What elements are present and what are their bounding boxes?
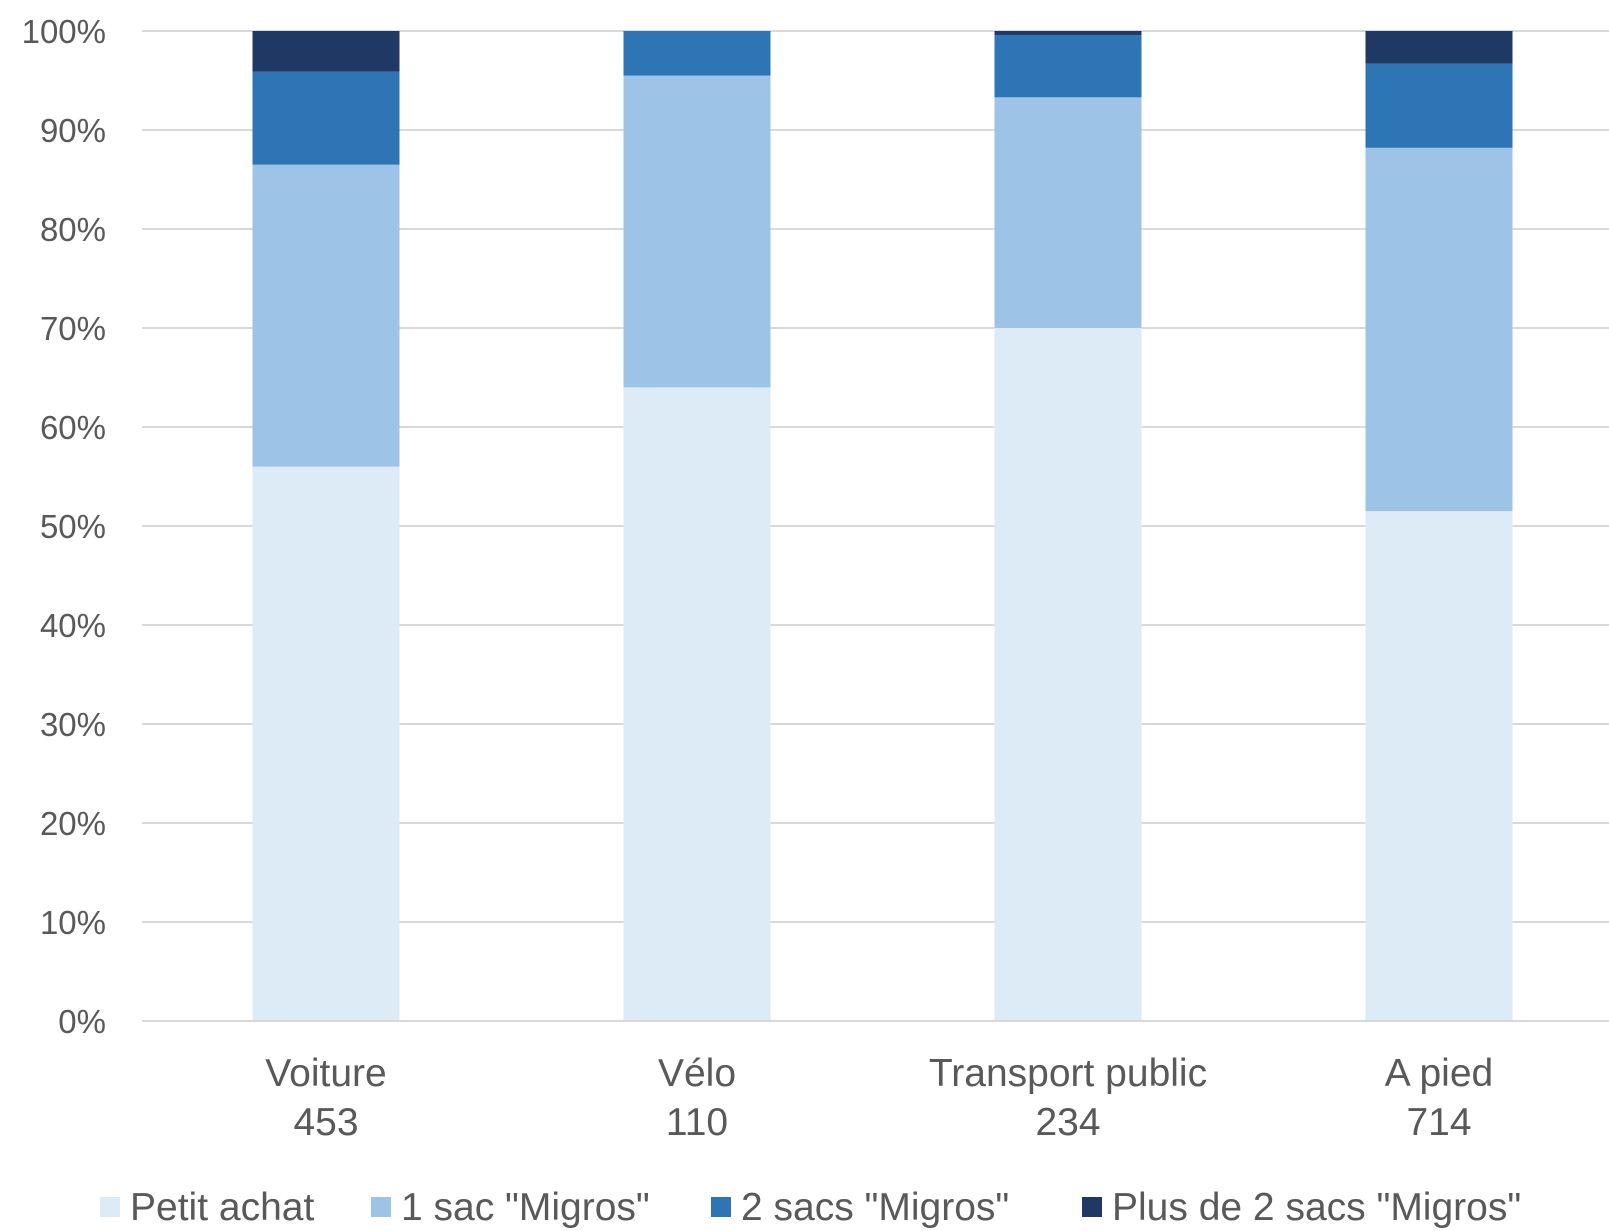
y-axis-tick-labels: 0% 10% 20% 30% 40% 50% 60% 70% 80% 90% 100% [22,13,106,1040]
y-tick-label: 60% [40,409,106,446]
legend-swatch [100,1197,120,1217]
legend-swatch [371,1197,391,1217]
legend-swatch [711,1197,731,1217]
bar-segment-v-lo-2-sacs-migros [623,31,771,76]
legend-swatch [1082,1197,1102,1217]
y-tick-label: 70% [40,310,106,347]
bar-segment-v-lo-1-sac-migros [623,75,771,388]
bar-segment-transport-public-plus-de-2-sacs-migros [994,31,1142,35]
bar-stack-a-pied [1365,31,1513,1021]
bar-segment-transport-public-petit-achat [994,328,1142,1021]
y-tick-label: 40% [40,607,106,644]
bar-stack-voiture [252,31,400,1022]
y-tick-label: 80% [40,211,106,248]
bar-segment-v-lo-petit-achat [623,387,771,1021]
x-category-label: Voiture [265,1052,386,1095]
x-category-label: A pied [1385,1052,1493,1095]
legend-label: 1 sac "Migros" [401,1186,650,1229]
bar-segment-a-pied-plus-de-2-sacs-migros [1365,31,1513,64]
x-category-count: 110 [666,1101,728,1144]
legend-item-plus-de-2-sacs-migros: Plus de 2 sacs "Migros" [1082,1186,1521,1229]
bar-segment-voiture-1-sac-migros [252,164,400,467]
legend-label: 2 sacs "Migros" [741,1186,1009,1229]
x-axis-category-labels: Voiture 453 Vélo 110 Transport public 234 A pi… [265,1052,1493,1144]
y-tick-label: 90% [40,112,106,149]
bar-stack-transport-public [994,31,1142,1021]
x-category-label: Vélo [658,1052,736,1095]
bar-segment-transport-public-2-sacs-migros [994,34,1142,98]
bar-segment-voiture-petit-achat [252,466,400,1022]
y-tick-label: 0% [58,1003,106,1040]
x-category-count: 714 [1406,1101,1471,1144]
y-tick-label: 100% [22,13,106,50]
legend-item-petit-achat: Petit achat [100,1186,314,1229]
y-tick-label: 30% [40,706,106,743]
x-category-count: 234 [1035,1101,1100,1144]
bar-segment-a-pied-petit-achat [1365,511,1513,1021]
x-category-label: Transport public [929,1052,1207,1095]
bar-segment-a-pied-2-sacs-migros [1365,63,1513,148]
y-tick-label: 50% [40,508,106,545]
bar-segment-transport-public-1-sac-migros [994,97,1142,328]
legend-item-2-sacs-migros: 2 sacs "Migros" [711,1186,1009,1229]
bars [252,31,1513,1022]
bar-segment-voiture-2-sacs-migros [252,71,400,165]
y-tick-label: 10% [40,904,106,941]
bar-stack-v-lo [623,31,771,1021]
y-tick-label: 20% [40,805,106,842]
legend-item-1-sac-migros: 1 sac "Migros" [371,1186,650,1229]
bar-segment-voiture-plus-de-2-sacs-migros [252,31,400,72]
x-category-count: 453 [293,1101,358,1144]
legend: Petit achat 1 sac "Migros" 2 sacs "Migros"… [100,1186,1521,1229]
legend-label: Petit achat [130,1186,314,1229]
bar-segment-a-pied-1-sac-migros [1365,147,1513,512]
legend-label: Plus de 2 sacs "Migros" [1112,1186,1521,1229]
